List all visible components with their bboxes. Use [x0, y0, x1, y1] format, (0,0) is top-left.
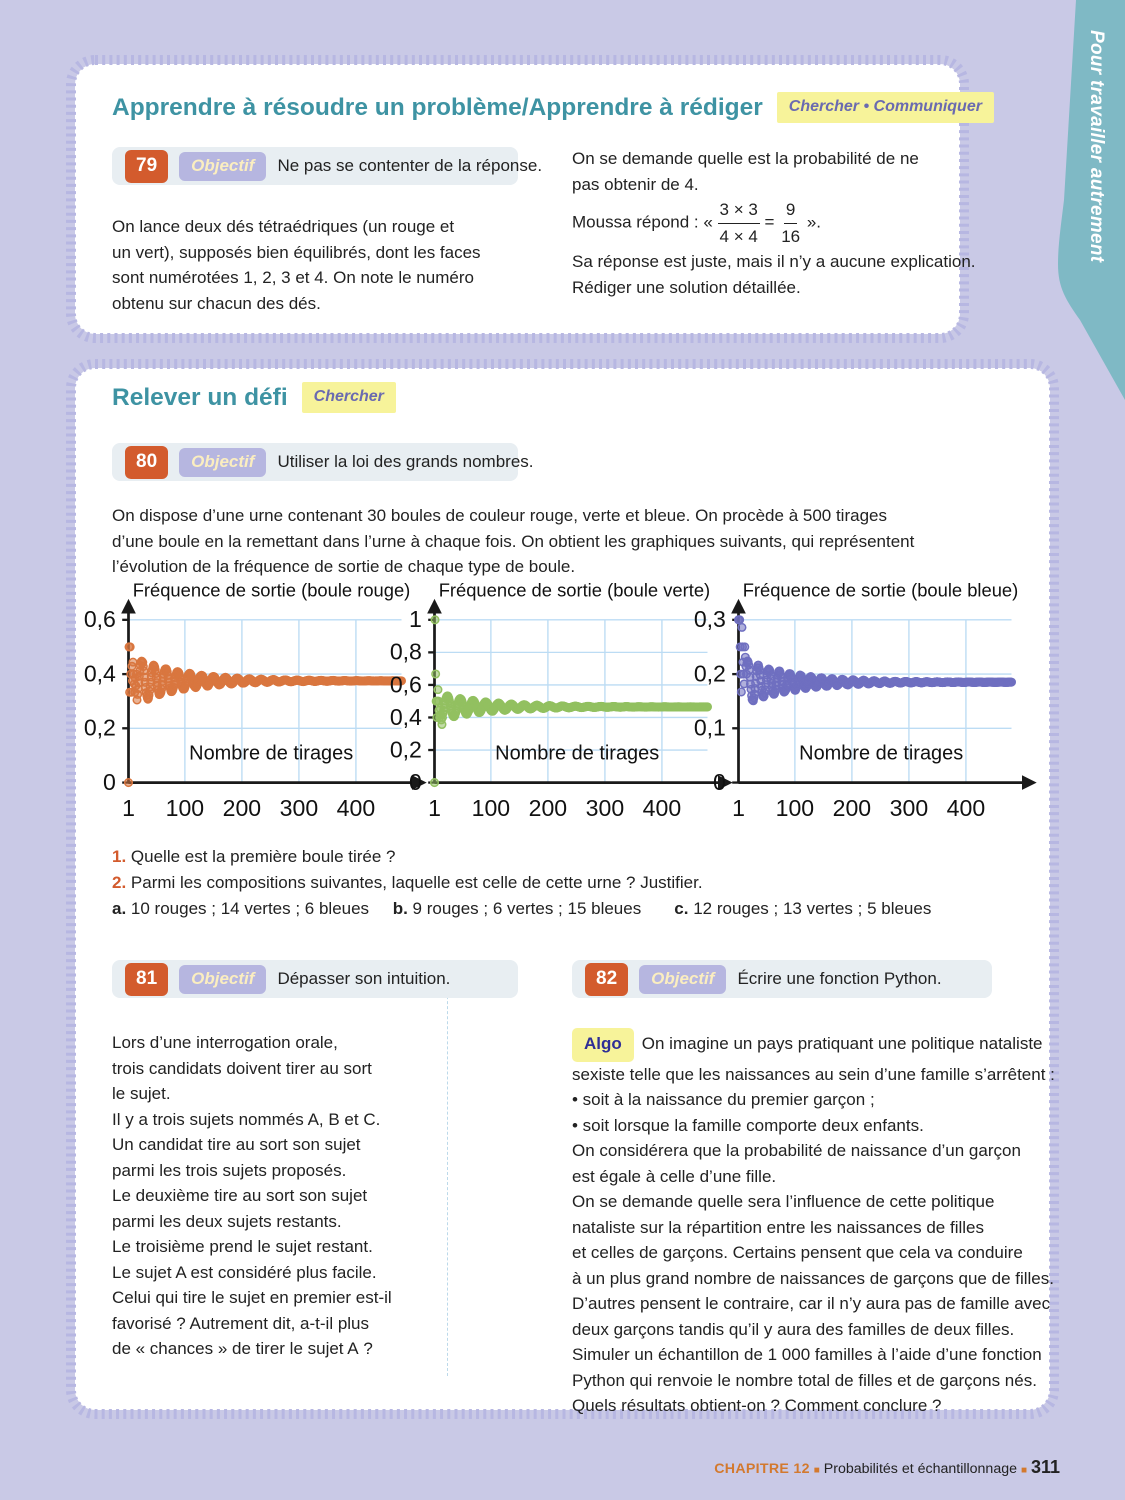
svg-text:0,2: 0,2: [84, 715, 116, 741]
svg-text:Fréquence de sortie (boule ver: Fréquence de sortie (boule verte): [439, 580, 710, 601]
svg-text:300: 300: [890, 795, 929, 821]
svg-text:Nombre de tirages: Nombre de tirages: [799, 742, 963, 764]
svg-text:0,6: 0,6: [390, 671, 422, 697]
svg-text:1: 1: [409, 606, 422, 632]
svg-text:Nombre de tirages: Nombre de tirages: [495, 742, 659, 764]
svg-text:200: 200: [223, 795, 262, 821]
svg-text:200: 200: [833, 795, 872, 821]
svg-text:100: 100: [776, 795, 815, 821]
svg-text:400: 400: [643, 795, 682, 821]
svg-text:0,1: 0,1: [694, 715, 726, 741]
svg-text:300: 300: [586, 795, 625, 821]
svg-text:1: 1: [732, 795, 745, 821]
svg-text:200: 200: [529, 795, 568, 821]
svg-text:Nombre de tirages: Nombre de tirages: [189, 742, 353, 764]
svg-text:0,3: 0,3: [694, 606, 726, 632]
svg-text:0: 0: [713, 769, 726, 795]
svg-text:0,4: 0,4: [390, 704, 422, 730]
svg-text:300: 300: [280, 795, 319, 821]
svg-text:Fréquence de sortie (boule rou: Fréquence de sortie (boule rouge): [133, 580, 411, 601]
svg-text:0,8: 0,8: [390, 639, 422, 665]
svg-text:0: 0: [409, 769, 422, 795]
svg-text:0,6: 0,6: [84, 606, 116, 632]
svg-text:Fréquence de sortie (boule ble: Fréquence de sortie (boule bleue): [743, 580, 1019, 601]
svg-text:1: 1: [122, 795, 135, 821]
svg-text:0,2: 0,2: [694, 660, 726, 686]
svg-text:0: 0: [103, 769, 116, 795]
svg-text:100: 100: [166, 795, 205, 821]
svg-text:400: 400: [947, 795, 986, 821]
svg-text:1: 1: [428, 795, 441, 821]
svg-text:0,2: 0,2: [390, 736, 422, 762]
svg-text:100: 100: [472, 795, 511, 821]
svg-text:0,4: 0,4: [84, 660, 116, 686]
svg-text:400: 400: [337, 795, 376, 821]
